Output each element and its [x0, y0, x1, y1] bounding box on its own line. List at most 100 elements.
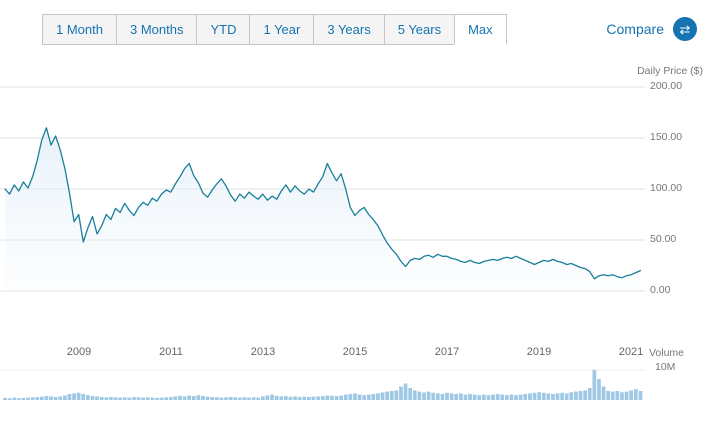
- volume-bar: [468, 394, 472, 400]
- tab-1-year[interactable]: 1 Year: [249, 14, 315, 45]
- volume-bar: [357, 394, 362, 400]
- swap-arrows-icon[interactable]: ⇄: [673, 17, 697, 41]
- year-tick-2011: 2011: [159, 346, 183, 358]
- price-volume-chart[interactable]: [0, 48, 707, 433]
- volume-bar: [261, 396, 265, 400]
- tab-5-years[interactable]: 5 Years: [383, 14, 456, 45]
- volume-bar: [546, 393, 551, 400]
- volume-bar: [495, 394, 500, 400]
- volume-bar: [228, 397, 233, 400]
- volume-bar: [486, 395, 491, 400]
- volume-bar: [256, 397, 261, 400]
- price-tick-0: 0.00: [650, 284, 671, 296]
- volume-bar: [440, 394, 445, 400]
- volume-bar: [67, 394, 72, 400]
- volume-bar: [436, 393, 440, 400]
- volume-bar: [362, 395, 366, 400]
- volume-bar: [187, 395, 191, 400]
- volume-bar: [537, 392, 541, 400]
- volume-bar: [574, 391, 578, 400]
- volume-bar: [417, 391, 422, 400]
- volume-bar: [482, 394, 486, 400]
- year-tick-2015: 2015: [342, 346, 368, 358]
- volume-bar: [191, 396, 196, 400]
- volume-bar: [514, 395, 518, 400]
- volume-bar: [53, 397, 58, 400]
- tab-3-months[interactable]: 3 Months: [115, 14, 198, 45]
- volume-bar: [210, 397, 215, 400]
- volume-bar: [127, 397, 132, 400]
- volume-bar: [638, 391, 643, 400]
- volume-bar: [528, 393, 532, 400]
- price-line: [4, 127, 642, 280]
- volume-bar: [132, 397, 136, 400]
- volume-bar: [311, 396, 316, 400]
- volume-bar: [205, 396, 210, 400]
- volume-bar: [159, 397, 164, 400]
- compare-control[interactable]: Compare ⇄: [606, 17, 697, 41]
- price-tick-100: 100.00: [650, 182, 683, 194]
- compare-label[interactable]: Compare: [606, 21, 664, 37]
- volume-bar: [610, 391, 615, 400]
- year-tick-2017: 2017: [434, 346, 460, 358]
- volume-bar: [445, 392, 449, 400]
- volume-bar: [178, 395, 182, 400]
- volume-bar: [284, 396, 288, 400]
- volume-bar: [472, 394, 477, 400]
- volume-bar: [597, 379, 601, 400]
- volume-bar: [224, 397, 228, 400]
- year-tick-2019: 2019: [526, 346, 552, 358]
- tab-1-month[interactable]: 1 Month: [42, 14, 117, 45]
- volume-bar: [371, 394, 376, 400]
- volume-bar: [30, 397, 35, 400]
- volume-bar: [477, 395, 482, 400]
- volume-bar: [270, 394, 274, 400]
- volume-bar: [389, 391, 394, 400]
- volume-bar: [583, 390, 587, 400]
- tab-ytd[interactable]: YTD: [196, 14, 251, 45]
- tab-max[interactable]: Max: [454, 14, 507, 45]
- volume-bar: [532, 392, 537, 400]
- volume-bar: [182, 396, 187, 400]
- year-tick-2009: 2009: [66, 346, 92, 358]
- volume-bar: [587, 388, 592, 400]
- volume-bar: [35, 397, 40, 400]
- volume-bar: [288, 396, 293, 400]
- volume-bar: [145, 397, 150, 400]
- volume-bar: [118, 397, 122, 400]
- volume-bar: [339, 395, 343, 400]
- volume-bar: [620, 392, 624, 400]
- volume-bar: [454, 394, 459, 400]
- volume-bar: [233, 397, 238, 400]
- volume-bar: [26, 397, 30, 400]
- volume-bar: [463, 394, 468, 400]
- volume-bar: [523, 394, 528, 400]
- volume-bar: [215, 397, 219, 400]
- volume-bar: [3, 397, 7, 400]
- volume-bar: [49, 396, 53, 400]
- volume-bar: [564, 393, 569, 400]
- volume-bar: [251, 397, 256, 400]
- volume-bar: [242, 397, 247, 400]
- volume-bar: [104, 397, 109, 400]
- volume-bar: [320, 396, 325, 400]
- volume-bar: [500, 394, 505, 400]
- volume-bar: [633, 389, 638, 400]
- volume-bar: [141, 397, 145, 400]
- volume-bar: [247, 397, 251, 400]
- volume-bar: [63, 395, 67, 400]
- volume-bar: [560, 392, 564, 400]
- volume-bar: [431, 392, 436, 400]
- price-axis-title: Daily Price ($): [637, 65, 703, 77]
- volume-bar: [316, 396, 320, 400]
- volume-bar: [155, 397, 159, 400]
- volume-bar: [136, 397, 141, 400]
- volume-bar: [173, 396, 178, 400]
- volume-bar: [219, 397, 224, 400]
- volume-bar: [40, 396, 44, 400]
- volume-bar: [330, 395, 334, 400]
- volume-bar: [353, 393, 357, 400]
- tab-3-years[interactable]: 3 Years: [313, 14, 385, 45]
- year-tick-2021: 2021: [618, 346, 644, 358]
- volume-bar: [109, 397, 113, 400]
